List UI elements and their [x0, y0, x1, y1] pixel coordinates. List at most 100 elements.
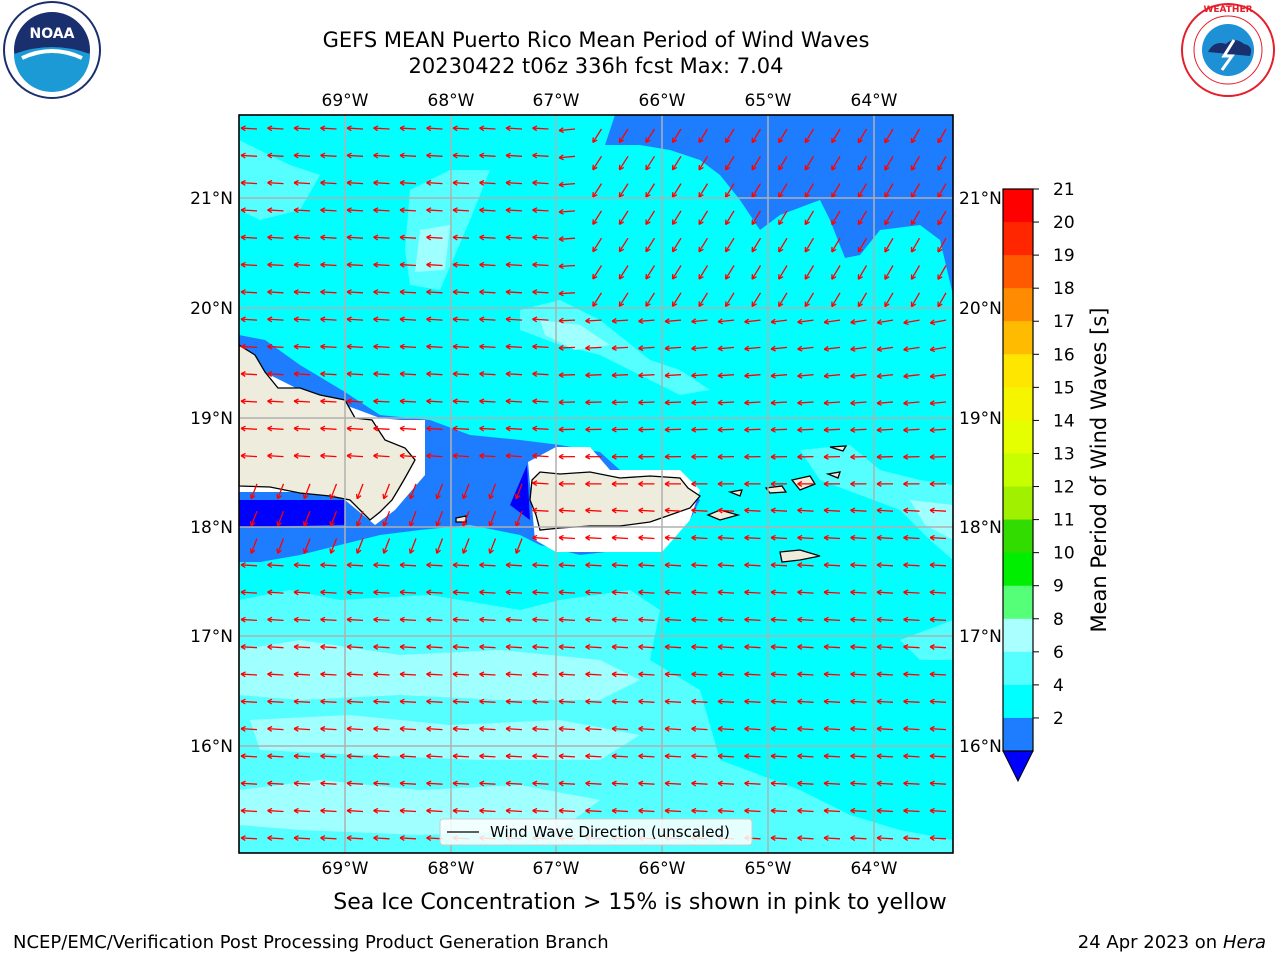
wind-arrow-head — [505, 289, 511, 296]
wind-arrow-head — [249, 493, 256, 500]
wind-arrow-head — [929, 454, 935, 460]
wind-arrow-head — [452, 343, 458, 350]
wind-arrow-head — [691, 426, 697, 433]
wind-arrow — [876, 564, 894, 567]
wind-arrow — [320, 727, 337, 731]
wind-arrow — [929, 782, 947, 785]
wind-arrow-head — [293, 261, 299, 268]
wind-arrow — [505, 564, 523, 567]
wind-arrow — [320, 181, 337, 185]
wind-arrow — [645, 292, 656, 307]
wind-arrow-head — [691, 318, 697, 325]
wind-arrow — [929, 646, 947, 649]
wind-arrow-head — [505, 616, 511, 623]
wind-arrow — [505, 700, 523, 703]
colorbar-tick-label: 19 — [1053, 246, 1075, 266]
colorbar-tick-label: 6 — [1053, 643, 1064, 663]
wind-arrow-head — [293, 289, 299, 296]
wind-arrow-head — [267, 452, 273, 459]
wind-arrow-head — [276, 493, 282, 500]
wind-arrow-head — [744, 753, 750, 760]
wind-arrow — [877, 346, 894, 351]
wind-arrow-head — [320, 234, 326, 241]
wind-arrow — [823, 428, 841, 431]
wind-arrow-head — [585, 480, 591, 487]
wind-arrow-head — [320, 589, 326, 596]
wind-arrow-head — [691, 589, 697, 596]
wind-arrow — [320, 700, 337, 703]
wind-arrow — [399, 564, 417, 567]
wind-arrow — [778, 155, 788, 171]
wind-arrow-head — [903, 427, 909, 433]
wind-arrow-head — [320, 616, 326, 623]
wind-arrow-head — [691, 807, 697, 814]
wind-arrow — [823, 782, 841, 785]
wind-arrow-head — [797, 671, 803, 678]
colorbar-segment — [1003, 222, 1033, 256]
wind-arrow-head — [452, 125, 458, 132]
wind-arrow — [850, 536, 867, 540]
wind-arrow-head — [857, 301, 863, 308]
wind-arrow-head — [876, 644, 882, 650]
wind-arrow — [293, 564, 311, 567]
wind-arrow-head — [532, 425, 538, 432]
wind-arrow — [320, 345, 337, 349]
wind-arrow — [929, 618, 947, 622]
wind-arrow-head — [240, 289, 246, 296]
wind-arrow-head — [452, 261, 458, 268]
wind-arrow — [698, 155, 709, 171]
wind-arrow-head — [831, 192, 837, 198]
colorbar-tick-label: 11 — [1053, 511, 1075, 531]
wind-arrow-head — [664, 562, 670, 569]
wind-arrow — [903, 727, 920, 731]
wind-arrow — [850, 319, 867, 324]
wind-arrow — [452, 673, 470, 676]
wind-arrow-head — [532, 562, 538, 569]
lat-label: 20°N — [190, 299, 233, 319]
wind-arrow — [383, 510, 391, 527]
wind-arrow — [804, 265, 815, 280]
wind-arrow — [479, 127, 496, 130]
wind-arrow — [770, 837, 788, 840]
wind-arrow — [505, 427, 523, 430]
wind-arrow-head — [346, 234, 352, 241]
wind-arrow-head — [240, 671, 246, 678]
wind-arrow — [479, 564, 496, 567]
wind-arrow-head — [329, 521, 335, 527]
wind-arrow-head — [717, 345, 723, 352]
wind-arrow — [250, 483, 258, 500]
wind-arrow — [671, 183, 682, 198]
wind-arrow — [515, 538, 523, 554]
wind-arrow — [797, 782, 814, 785]
wind-arrow-head — [399, 207, 405, 214]
wind-arrow-head — [910, 165, 917, 171]
wind-arrow-head — [638, 345, 644, 352]
wind-arrow — [903, 618, 920, 622]
wind-arrow — [664, 374, 682, 377]
wind-arrow — [267, 291, 284, 294]
wind-arrow-head — [717, 453, 723, 460]
wind-arrow — [797, 509, 814, 512]
wind-arrow — [330, 510, 338, 527]
wind-arrow-head — [399, 671, 405, 678]
wind-arrow-head — [329, 548, 335, 554]
wind-arrow-head — [346, 261, 352, 268]
wind-arrow-head — [823, 318, 830, 325]
wind-arrow — [426, 564, 443, 567]
wind-arrow-head — [903, 562, 909, 569]
nws-logo: WEATHER — [1181, 3, 1275, 97]
wind-arrow-head — [373, 234, 379, 241]
wind-arrow-head — [857, 274, 863, 280]
wind-arrow-head — [778, 274, 784, 280]
wind-arrow-head — [797, 318, 803, 325]
wind-arrow — [452, 618, 470, 622]
wind-arrow-head — [850, 372, 856, 379]
wind-arrow — [671, 292, 682, 307]
wind-arrow-head — [937, 274, 943, 280]
wind-arrow — [558, 346, 576, 349]
wind-arrow — [592, 183, 603, 198]
wind-arrow-head — [532, 698, 538, 705]
wind-arrow-head — [876, 426, 882, 433]
wind-arrow-head — [884, 274, 890, 280]
wind-arrow — [930, 346, 947, 351]
